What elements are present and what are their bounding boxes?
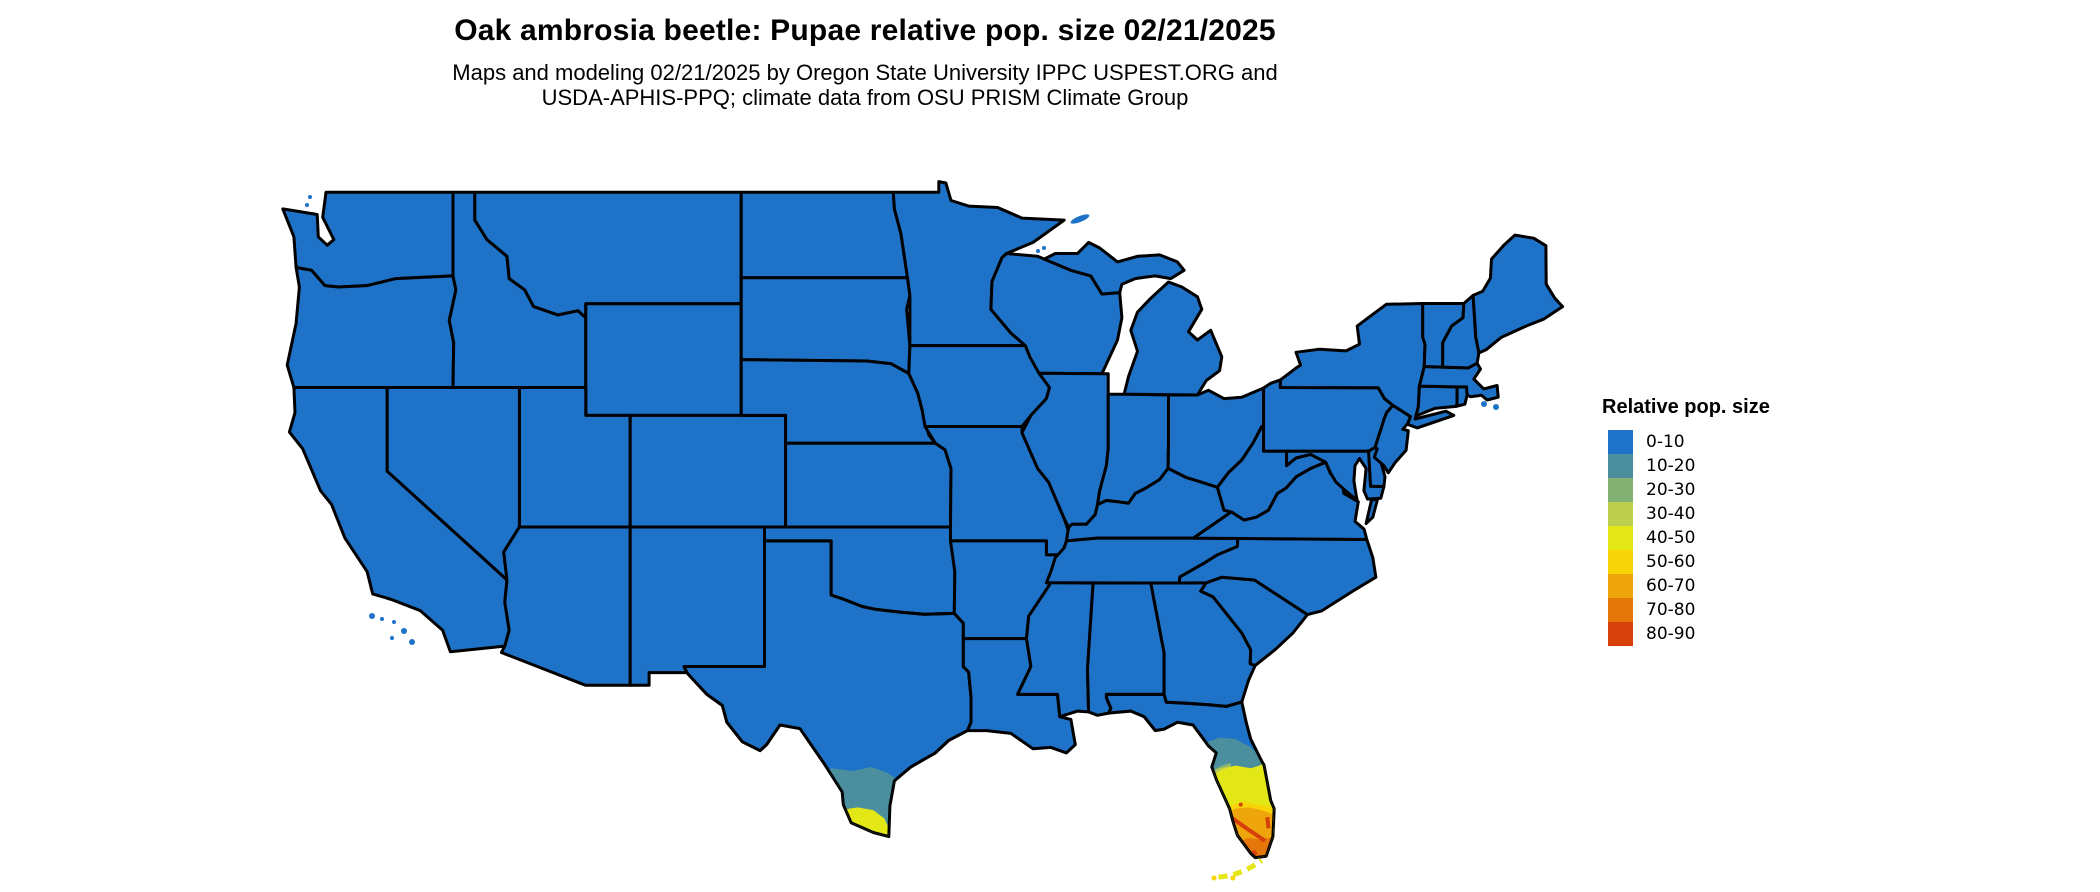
state-virginia-eastern-shore [1364,497,1380,526]
offshore-island-2 [392,620,396,624]
legend-swatch-80-90 [1608,622,1633,646]
state-maryland [1285,449,1386,502]
state-arizona [499,525,632,687]
offshore-island-0 [369,613,375,619]
state-north-dakota [739,190,909,280]
subtitle-line-1: Maps and modeling 02/21/2025 by Oregon S… [452,60,1278,85]
offshore-island-8 [1036,249,1040,253]
offshore-island-4 [390,636,394,640]
offshore-island-10 [1481,401,1487,407]
florida-streak-80-90 [1229,815,1267,843]
state-colorado [628,413,788,529]
legend-swatch-70-80 [1608,598,1633,622]
offshore-island-3 [401,628,407,634]
legend-swatch-50-60 [1608,550,1633,574]
legend-swatch-60-70 [1608,574,1633,598]
legend-title: Relative pop. size [1602,396,1770,418]
legend: Relative pop. size 0-10 10-20 20-30 30-40 40… [1602,396,1770,646]
legend-swatch-20-30 [1608,478,1633,502]
state-maine [1471,233,1565,355]
state-oregon [285,266,458,389]
state-wyoming [584,302,743,417]
florida-streak-east-80-90 [1265,816,1271,829]
legend-row-50-60: 50-60 [1602,550,1770,574]
legend-label-30-40: 30-40 [1646,504,1696,524]
state-connecticut [1414,384,1459,418]
legend-row-30-40: 30-40 [1602,502,1770,526]
florida-keys-dot-1 [1230,875,1236,881]
legend-label-60-70: 60-70 [1646,576,1696,596]
legend-row-20-30: 20-30 [1602,478,1770,502]
us-map [281,180,1565,881]
offshore-island-6 [308,195,312,199]
subtitle-line-2: USDA-APHIS-PPQ; climate data from OSU PR… [541,85,1189,110]
state-new-mexico [628,525,766,687]
states-layer [281,180,1565,860]
legend-label-20-30: 20-30 [1646,480,1696,500]
florida-keys-dot-0 [1211,875,1217,881]
legend-swatch-40-50 [1608,526,1633,550]
legend-row-80-90: 80-90 [1602,622,1770,646]
state-michigan [1122,280,1224,397]
legend-rows: 0-10 10-20 20-30 30-40 40-50 50-60 60-70 70-80 8… [1602,430,1770,646]
legend-swatch-10-20 [1608,454,1633,478]
subtitle: Maps and modeling 02/21/2025 by Oregon S… [0,60,1730,110]
state-kansas [784,441,953,529]
legend-row-40-50: 40-50 [1602,526,1770,550]
legend-row-70-80: 70-80 [1602,598,1770,622]
offshore-island-11 [1493,404,1499,410]
legend-swatch-30-40 [1608,502,1633,526]
offshore-island-5 [409,639,415,645]
offshore-island-1 [380,617,384,621]
legend-row-0-10: 0-10 [1602,430,1770,454]
legend-row-10-20: 10-20 [1602,454,1770,478]
legend-label-10-20: 10-20 [1646,456,1696,476]
legend-label-0-10: 0-10 [1646,432,1685,452]
florida-spot-80-90-1 [1238,802,1243,807]
state-wisconsin [989,252,1124,376]
florida-keys [1218,858,1264,880]
page-title: Oak ambrosia beetle: Pupae relative pop.… [454,14,1276,47]
legend-swatch-0-10 [1608,430,1633,454]
state-pennsylvania [1262,378,1395,453]
state-michigan-up [1042,240,1186,296]
legend-row-60-70: 60-70 [1602,574,1770,598]
offshore-island-7 [305,203,309,207]
state-north-carolina [1177,536,1378,617]
florida-border-overlay [1106,694,1275,858]
legend-label-70-80: 70-80 [1646,600,1696,620]
legend-label-80-90: 80-90 [1646,624,1696,644]
legend-label-50-60: 50-60 [1646,552,1696,572]
offshore-island-9 [1042,246,1046,250]
state-iowa [907,344,1051,428]
isle-royale-island [1070,214,1090,224]
legend-label-40-50: 40-50 [1646,528,1696,548]
